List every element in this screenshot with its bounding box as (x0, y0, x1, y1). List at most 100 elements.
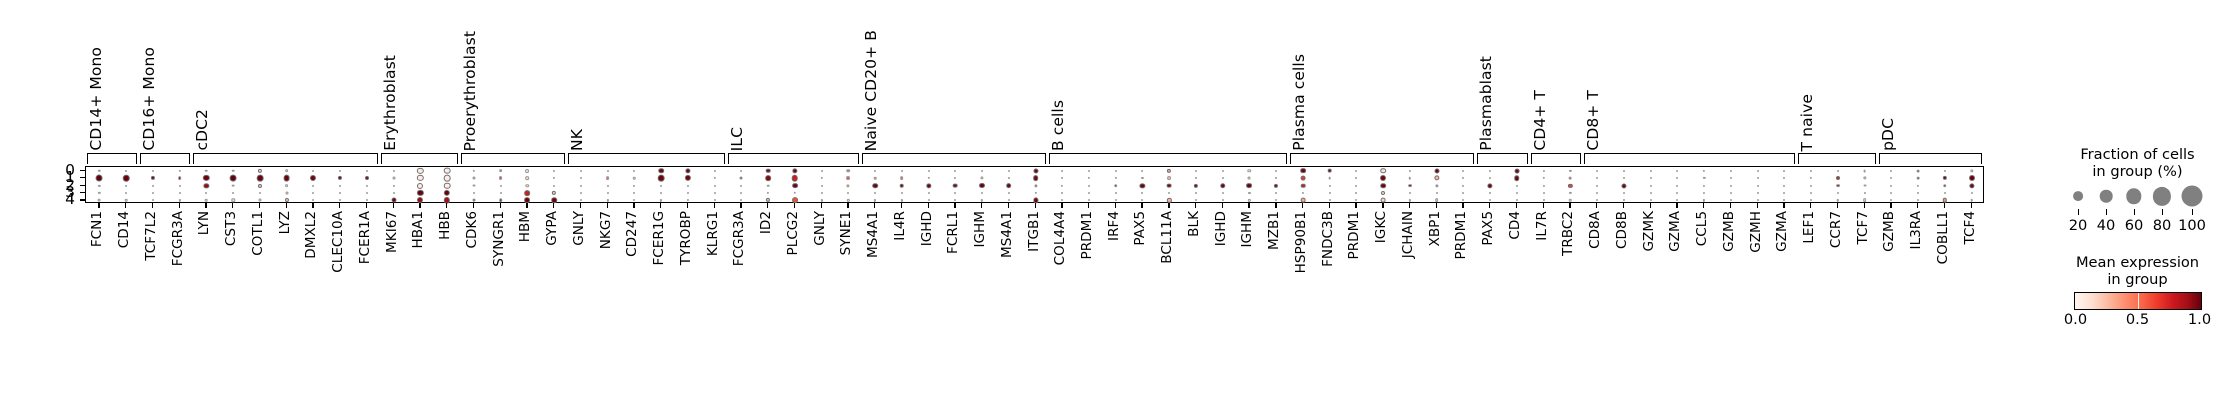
dot-0-PRDM1 (1462, 169, 1465, 172)
dot-1-ITGB1 (1032, 175, 1039, 181)
dot-3-MS4A1 (874, 191, 877, 194)
size-legend-numbers: 20 40 60 80 100 (2056, 217, 2219, 235)
dot-3-COBLL1 (1943, 191, 1946, 194)
dot-1-CD8A (1596, 177, 1599, 180)
colorbar-midline (2137, 293, 2139, 310)
dot-1-CLEC10A (338, 176, 343, 181)
dot-4-GYPA (551, 197, 557, 204)
dot-3-LYN (205, 191, 208, 194)
dot-0-PRDM1 (1087, 169, 1090, 172)
dot-2-PLCG2 (791, 182, 798, 189)
group-label-cdc2: cDC2 (193, 109, 212, 151)
dot-2-IGHD (1220, 182, 1226, 189)
dot-4-PAX5 (1141, 199, 1144, 202)
dot-0-COTL1 (257, 168, 262, 173)
dot-0-GZMH (1756, 169, 1759, 172)
dot-0-COBLL1 (1943, 169, 1946, 172)
group-label-cd14-mono: CD14+ Mono (86, 47, 105, 151)
dot-3-KLRG1 (713, 191, 716, 194)
gene-label-FCER1G-21: FCER1G (651, 211, 668, 266)
x-tick (1328, 203, 1330, 208)
dot-3-TCF4 (1970, 191, 1973, 194)
dot-2-COBLL1 (1943, 183, 1947, 188)
gene-label-PLCG2-26: PLCG2 (784, 211, 801, 256)
gene-label-IGHD-31: IGHD (918, 211, 935, 247)
size-legend-title: Fraction of cells in group (%) (2056, 146, 2219, 180)
dot-3-TCF7 (1863, 191, 1866, 194)
dot-3-CD14 (125, 191, 128, 194)
dot-0-BCL11A (1167, 168, 1172, 173)
dot-4-GZMA (1676, 199, 1679, 202)
dot-2-MS4A1 (872, 182, 878, 189)
dot-3-TYROBP (686, 191, 689, 194)
gene-label-GZMH-62: GZMH (1747, 211, 1764, 253)
dot-0-SYNE1 (846, 168, 851, 173)
dot-2-HBB (443, 182, 451, 189)
group-bracket-cd4-t (1530, 153, 1582, 164)
gene-label-CD8A-56: CD8A (1587, 211, 1604, 249)
x-tick (874, 203, 876, 208)
dot-0-CCR7 (1836, 169, 1839, 172)
dot-4-MS4A1 (1007, 199, 1010, 202)
dot-1-FCN1 (95, 174, 103, 182)
dot-2-GYPA (553, 184, 556, 187)
dot-4-IL7R (1542, 199, 1545, 202)
dot-2-LEF1 (1810, 184, 1813, 187)
dot-3-ITGB1 (1034, 191, 1037, 195)
dot-0-GNLY (820, 169, 823, 172)
y-tick (80, 177, 85, 179)
dot-3-ID2 (766, 191, 770, 194)
dot-1-CDK6 (472, 176, 476, 180)
gene-label-CLEC10A-9: CLEC10A (330, 211, 347, 273)
dot-0-GZMB (1729, 169, 1732, 172)
x-tick (419, 203, 421, 208)
x-tick (1703, 203, 1705, 208)
dot-0-FCRL1 (954, 169, 957, 172)
dot-1-FCER1A (364, 176, 369, 181)
dot-2-CD8A (1596, 184, 1599, 187)
dot-2-IGHM (1246, 182, 1253, 189)
dot-2-IGKC (1380, 182, 1386, 189)
dot-3-MZB1 (1275, 191, 1278, 194)
dot-3-FCGR3A (740, 191, 743, 194)
dot-1-IGHD (1221, 177, 1224, 180)
dot-0-JCHAIN (1408, 169, 1411, 172)
x-tick (1114, 203, 1117, 208)
size-legend-dots (2056, 183, 2219, 209)
dot-1-COTL1 (256, 174, 264, 182)
dot-2-DMXL2 (312, 184, 315, 187)
x-tick (900, 203, 903, 208)
dot-2-CD247 (633, 184, 636, 187)
dot-3-IGHM (1248, 191, 1251, 194)
gene-label-NKG7-19: NKG7 (597, 211, 614, 250)
dot-3-HBB (443, 189, 451, 197)
dot-4-LEF1 (1810, 199, 1813, 202)
dot-2-BCL11A (1166, 183, 1172, 188)
dot-3-IGHD (927, 191, 930, 194)
dot-2-FCRL1 (952, 183, 958, 188)
x-tick (633, 203, 635, 208)
dot-4-COTL1 (258, 198, 262, 202)
dot-3-GNLY (579, 191, 582, 194)
dot-4-GZMB (1890, 199, 1893, 202)
gene-label-FNDC3B-46: FNDC3B (1319, 211, 1336, 267)
dot-3-HBM (524, 190, 531, 196)
dot-4-TCF7L2 (151, 199, 154, 202)
gene-label-JCHAIN-49: JCHAIN (1399, 211, 1416, 259)
dot-2-CLEC10A (339, 184, 342, 187)
dot-0-IL7R (1542, 169, 1545, 172)
gene-label-ID2-25: ID2 (758, 211, 775, 235)
gene-label-PRDM1-47: PRDM1 (1346, 211, 1363, 260)
gene-label-MS4A1-34: MS4A1 (998, 211, 1015, 258)
dot-3-JCHAIN (1408, 191, 1411, 194)
dot-4-GZMA (1783, 199, 1786, 202)
group-label-plasma-cells: Plasma cells (1290, 54, 1309, 151)
dot-1-TCF4 (1968, 175, 1975, 182)
dot-0-CD4 (1514, 168, 1520, 174)
dot-3-IRF4 (1114, 191, 1117, 194)
gene-label-TCF4-70: TCF4 (1961, 211, 1978, 245)
dot-3-CDK6 (472, 191, 475, 194)
dot-3-PRDM1 (1462, 191, 1465, 194)
dot-4-FCER1G (659, 199, 663, 202)
dot-2-IGHD (925, 182, 932, 189)
